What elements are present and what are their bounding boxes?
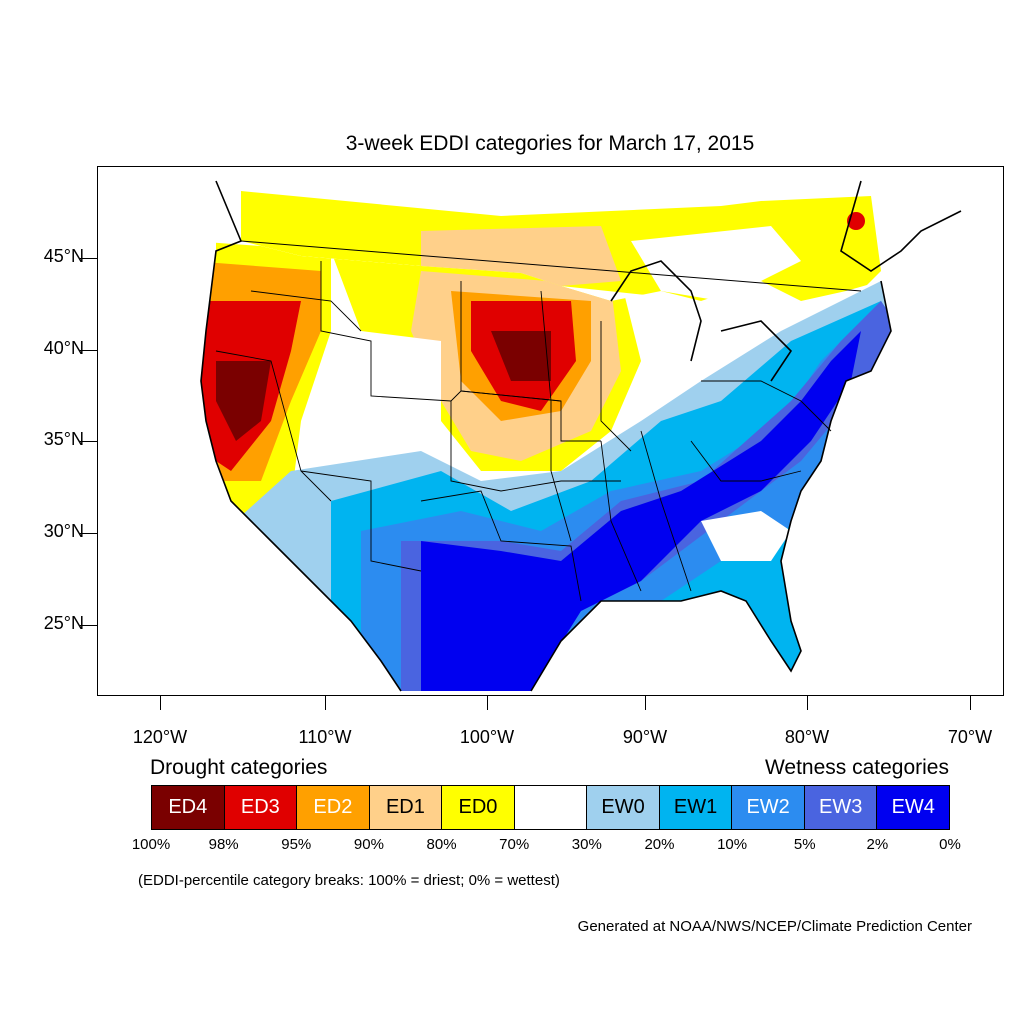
- legend-break-label: 95%: [281, 836, 312, 853]
- legend-break-label: 10%: [717, 836, 748, 853]
- lon-tick: [645, 696, 646, 710]
- lon-tick: [807, 696, 808, 710]
- lat-tick: [80, 350, 97, 351]
- lon-label-80: 80°W: [784, 727, 830, 747]
- legend-cell-ew3: EW3: [804, 786, 878, 829]
- lon-tick: [160, 696, 161, 710]
- legend-break-label: 98%: [208, 836, 239, 853]
- drought-heading: Drought categories: [150, 756, 328, 779]
- lat-label-25: 25°N: [43, 613, 84, 633]
- legend-cell-ew0: EW0: [587, 786, 660, 829]
- lon-label-110: 110°W: [298, 727, 352, 747]
- legend-cell-ed3: ED3: [224, 786, 298, 829]
- legend-cell-ed1: ED1: [369, 786, 443, 829]
- map-title: 3-week EDDI categories for March 17, 201…: [345, 132, 755, 155]
- credit-line: Generated at NOAA/NWS/NCEP/Climate Predi…: [577, 918, 972, 935]
- state-lines: [215, 261, 832, 602]
- legend-cell-ew4: EW4: [877, 786, 950, 829]
- lon-tick: [325, 696, 326, 710]
- lat-tick: [80, 533, 97, 534]
- lat-label-35: 35°N: [43, 429, 84, 449]
- legend-cell-ed0: ED0: [442, 786, 515, 829]
- legend-break-label: 80%: [426, 836, 457, 853]
- legend-cell-neutral: [514, 786, 588, 829]
- legend-break-label: 20%: [644, 836, 675, 853]
- legend-break-label: 90%: [353, 836, 384, 853]
- legend-break-label: 5%: [793, 836, 816, 853]
- legend-break-label: 2%: [866, 836, 889, 853]
- legend-break-label: 100%: [131, 836, 171, 853]
- lat-tick: [80, 441, 97, 442]
- conus-field: [201, 181, 891, 691]
- lon-label-70: 70°W: [947, 727, 993, 747]
- lon-tick: [487, 696, 488, 710]
- legend-break-label: 30%: [571, 836, 602, 853]
- lat-label-30: 30°N: [43, 521, 84, 541]
- legend-note: (EDDI-percentile category breaks: 100% =…: [138, 872, 560, 889]
- wetness-heading: Wetness categories: [764, 756, 949, 779]
- eddi-map: [97, 166, 1004, 696]
- lon-label-120: 120°W: [132, 727, 188, 747]
- lon-label-90: 90°W: [622, 727, 668, 747]
- legend-cell-ew1: EW1: [659, 786, 733, 829]
- legend-cell-ed4: ED4: [152, 786, 225, 829]
- lat-label-45: 45°N: [43, 246, 84, 266]
- legend-colorbar: ED4 ED3 ED2 ED1 ED0 EW0 EW1 EW2 EW3 EW4: [151, 785, 950, 830]
- map-canvas: [200, 180, 962, 692]
- lon-tick: [970, 696, 971, 710]
- lat-label-40: 40°N: [43, 338, 84, 358]
- legend-break-label: 70%: [499, 836, 530, 853]
- legend-cell-ew2: EW2: [732, 786, 805, 829]
- legend-cell-ed2: ED2: [297, 786, 370, 829]
- lon-label-100: 100°W: [459, 727, 515, 747]
- boundaries: [200, 180, 962, 692]
- legend-break-label: 0%: [939, 836, 961, 853]
- lat-tick: [80, 625, 97, 626]
- lat-tick: [80, 258, 97, 259]
